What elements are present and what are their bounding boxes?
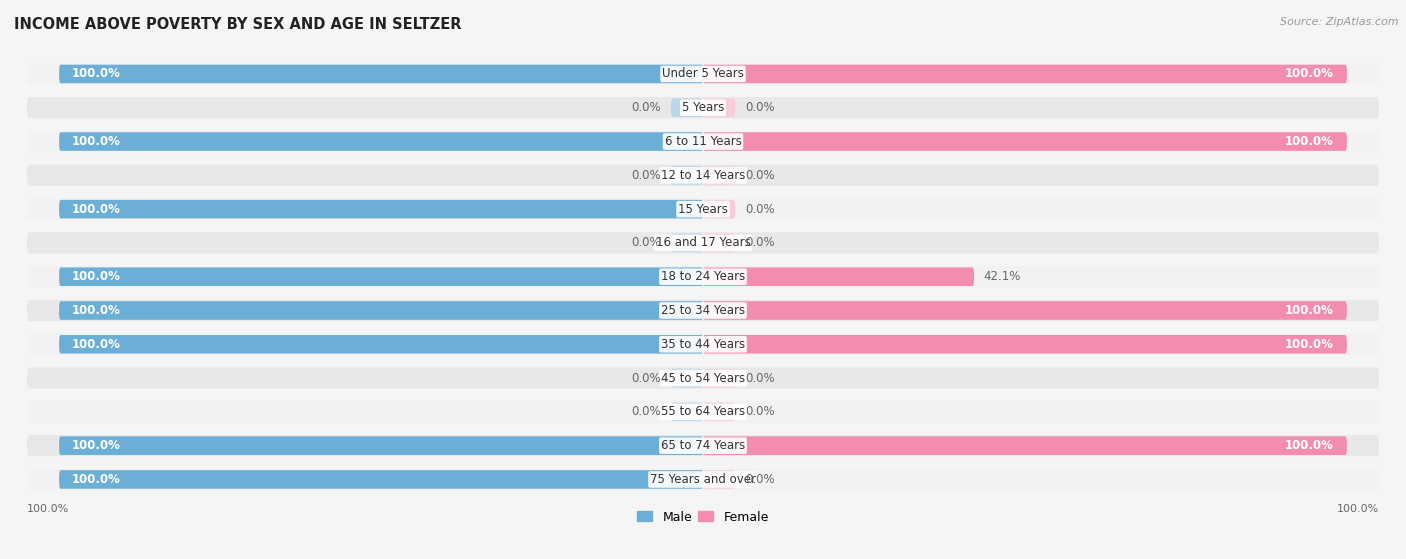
Text: 42.1%: 42.1% <box>984 270 1021 283</box>
FancyBboxPatch shape <box>703 234 735 252</box>
FancyBboxPatch shape <box>671 98 703 117</box>
FancyBboxPatch shape <box>703 369 735 387</box>
FancyBboxPatch shape <box>59 200 703 219</box>
FancyBboxPatch shape <box>703 470 735 489</box>
FancyBboxPatch shape <box>671 166 703 184</box>
Text: 0.0%: 0.0% <box>631 405 661 418</box>
FancyBboxPatch shape <box>27 435 1379 456</box>
Text: 18 to 24 Years: 18 to 24 Years <box>661 270 745 283</box>
Text: 100.0%: 100.0% <box>72 270 121 283</box>
FancyBboxPatch shape <box>59 301 703 320</box>
Text: 100.0%: 100.0% <box>72 439 121 452</box>
Text: 100.0%: 100.0% <box>1285 135 1334 148</box>
FancyBboxPatch shape <box>27 266 1379 287</box>
FancyBboxPatch shape <box>27 233 1379 254</box>
Text: 55 to 64 Years: 55 to 64 Years <box>661 405 745 418</box>
Text: 35 to 44 Years: 35 to 44 Years <box>661 338 745 351</box>
Text: 0.0%: 0.0% <box>745 405 775 418</box>
FancyBboxPatch shape <box>59 437 703 455</box>
Text: 0.0%: 0.0% <box>745 101 775 114</box>
Text: 75 Years and over: 75 Years and over <box>650 473 756 486</box>
Text: 16 and 17 Years: 16 and 17 Years <box>655 236 751 249</box>
FancyBboxPatch shape <box>27 198 1379 220</box>
FancyBboxPatch shape <box>703 98 735 117</box>
FancyBboxPatch shape <box>59 132 703 151</box>
FancyBboxPatch shape <box>671 234 703 252</box>
Text: 65 to 74 Years: 65 to 74 Years <box>661 439 745 452</box>
FancyBboxPatch shape <box>27 63 1379 84</box>
FancyBboxPatch shape <box>27 334 1379 355</box>
Text: 0.0%: 0.0% <box>745 473 775 486</box>
Text: 100.0%: 100.0% <box>72 135 121 148</box>
FancyBboxPatch shape <box>59 470 703 489</box>
Text: 100.0%: 100.0% <box>72 473 121 486</box>
Text: 100.0%: 100.0% <box>72 202 121 216</box>
FancyBboxPatch shape <box>27 97 1379 119</box>
Text: 0.0%: 0.0% <box>631 169 661 182</box>
FancyBboxPatch shape <box>27 300 1379 321</box>
FancyBboxPatch shape <box>27 401 1379 423</box>
FancyBboxPatch shape <box>27 165 1379 186</box>
FancyBboxPatch shape <box>59 267 703 286</box>
Text: 12 to 14 Years: 12 to 14 Years <box>661 169 745 182</box>
Text: 25 to 34 Years: 25 to 34 Years <box>661 304 745 317</box>
Text: 6 to 11 Years: 6 to 11 Years <box>665 135 741 148</box>
Text: 0.0%: 0.0% <box>745 372 775 385</box>
FancyBboxPatch shape <box>703 166 735 184</box>
FancyBboxPatch shape <box>703 132 1347 151</box>
FancyBboxPatch shape <box>27 469 1379 490</box>
FancyBboxPatch shape <box>671 402 703 421</box>
Text: 0.0%: 0.0% <box>745 202 775 216</box>
FancyBboxPatch shape <box>703 402 735 421</box>
Text: INCOME ABOVE POVERTY BY SEX AND AGE IN SELTZER: INCOME ABOVE POVERTY BY SEX AND AGE IN S… <box>14 17 461 32</box>
FancyBboxPatch shape <box>703 65 1347 83</box>
FancyBboxPatch shape <box>703 335 1347 354</box>
Text: 100.0%: 100.0% <box>1285 68 1334 80</box>
Text: Source: ZipAtlas.com: Source: ZipAtlas.com <box>1281 17 1399 27</box>
Text: 100.0%: 100.0% <box>1285 304 1334 317</box>
Text: 0.0%: 0.0% <box>745 169 775 182</box>
Text: 45 to 54 Years: 45 to 54 Years <box>661 372 745 385</box>
Text: 0.0%: 0.0% <box>631 101 661 114</box>
FancyBboxPatch shape <box>59 335 703 354</box>
Text: 100.0%: 100.0% <box>1337 504 1379 514</box>
FancyBboxPatch shape <box>59 65 703 83</box>
FancyBboxPatch shape <box>703 267 974 286</box>
Text: 5 Years: 5 Years <box>682 101 724 114</box>
FancyBboxPatch shape <box>27 131 1379 152</box>
Text: 0.0%: 0.0% <box>631 236 661 249</box>
Text: Under 5 Years: Under 5 Years <box>662 68 744 80</box>
FancyBboxPatch shape <box>671 369 703 387</box>
Legend: Male, Female: Male, Female <box>633 505 773 529</box>
Text: 100.0%: 100.0% <box>1285 338 1334 351</box>
Text: 100.0%: 100.0% <box>72 68 121 80</box>
Text: 0.0%: 0.0% <box>631 372 661 385</box>
FancyBboxPatch shape <box>703 200 735 219</box>
FancyBboxPatch shape <box>703 437 1347 455</box>
Text: 100.0%: 100.0% <box>72 338 121 351</box>
Text: 15 Years: 15 Years <box>678 202 728 216</box>
FancyBboxPatch shape <box>27 367 1379 389</box>
Text: 100.0%: 100.0% <box>27 504 69 514</box>
Text: 100.0%: 100.0% <box>72 304 121 317</box>
Text: 100.0%: 100.0% <box>1285 439 1334 452</box>
Text: 0.0%: 0.0% <box>745 236 775 249</box>
FancyBboxPatch shape <box>703 301 1347 320</box>
